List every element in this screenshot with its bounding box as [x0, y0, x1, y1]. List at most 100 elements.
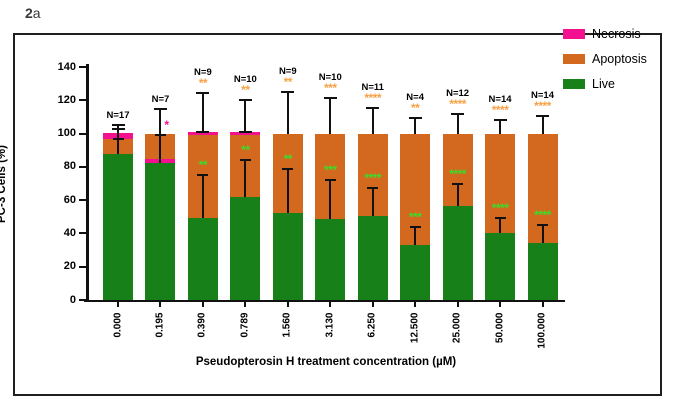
bar-segment-live	[272, 212, 303, 300]
y-tick-label: 80	[63, 160, 76, 173]
significance-stars-top: ****	[449, 96, 466, 111]
bar-segment-necrosis	[187, 132, 218, 135]
x-tick-label: 3.130	[324, 312, 336, 338]
bar-segment-live	[400, 245, 431, 300]
live-error-bar-cap	[494, 217, 506, 220]
x-tick-label: 50.000	[494, 312, 506, 344]
legend-item-live: Live	[563, 77, 647, 91]
figure-label-letter: a	[32, 5, 41, 21]
legend: Necrosis Apoptosis Live	[563, 27, 647, 102]
n-label: N=14	[488, 94, 512, 106]
live-error-bar-line	[414, 226, 417, 246]
bar-segment-live	[145, 162, 176, 300]
figure-label-number: 2	[25, 5, 33, 21]
y-tick-label: 60	[63, 193, 76, 206]
y-tick	[79, 99, 86, 102]
error-bar-cap	[493, 119, 507, 122]
n-label: N=14	[531, 90, 554, 102]
significance-stars-top: **	[241, 83, 250, 98]
significance-stars-live: ****	[534, 208, 551, 223]
significance-stars-top: ***	[323, 80, 337, 95]
y-tick	[79, 132, 86, 135]
x-tick-label: 0.390	[196, 312, 208, 338]
y-tick	[79, 265, 86, 268]
bar-segment-apoptosis	[485, 133, 516, 233]
y-axis-title: PC-3 Cells (%)	[0, 145, 8, 223]
n-label: N=11	[361, 81, 384, 93]
x-tick	[541, 300, 544, 307]
bar-segment-live	[442, 205, 473, 300]
live-error-bar-cap	[452, 182, 464, 185]
error-bar-cap	[238, 99, 252, 102]
live-error-bar-line	[286, 168, 289, 213]
bar-segment-live	[187, 218, 218, 300]
n-label: N=9	[194, 66, 212, 78]
bar-segment-necrosis	[230, 132, 261, 135]
n-label: N=9	[278, 65, 297, 77]
error-bar-cap	[238, 130, 252, 133]
error-bar-line	[329, 97, 332, 134]
y-tick-label: 120	[57, 93, 76, 106]
error-bar-line	[201, 92, 204, 133]
live-error-bar-cap	[112, 137, 124, 140]
live-error-bar-cap	[154, 134, 166, 137]
bar-segment-live	[230, 196, 261, 300]
live-swatch-icon	[563, 79, 585, 89]
error-bar-cap	[111, 124, 125, 127]
live-error-bar-cap	[537, 224, 548, 227]
error-bar-line	[244, 100, 247, 132]
x-tick	[499, 300, 502, 307]
x-tick	[286, 300, 289, 307]
apoptosis-swatch-icon	[563, 54, 585, 64]
n-label: N=17	[106, 110, 130, 122]
error-bar-cap	[196, 91, 210, 94]
x-tick	[371, 300, 374, 307]
significance-stars-top: ****	[364, 90, 382, 105]
x-tick-label: 6.250	[366, 312, 378, 338]
significance-stars-top: **	[198, 75, 208, 90]
y-tick-label: 140	[57, 60, 76, 73]
figure-label: 2a	[25, 5, 41, 21]
live-error-bar-cap	[324, 179, 336, 182]
live-error-bar-line	[244, 160, 247, 197]
live-error-bar-cap	[197, 174, 209, 177]
y-tick	[79, 232, 86, 235]
y-tick-label: 20	[63, 260, 76, 273]
error-bar-line	[499, 120, 502, 134]
error-bar-cap	[451, 112, 465, 115]
significance-stars-live: ***	[408, 209, 422, 224]
significance-stars-top: **	[410, 100, 420, 115]
legend-label-apoptosis: Apoptosis	[592, 52, 647, 66]
x-axis-line	[84, 299, 565, 302]
significance-stars-live: **	[241, 143, 250, 158]
legend-label-necrosis: Necrosis	[592, 27, 641, 41]
significance-star-side: *	[164, 117, 169, 132]
error-bar-cap	[111, 128, 125, 131]
x-tick	[117, 300, 119, 307]
live-error-bar-line	[201, 175, 204, 219]
live-error-bar-line	[117, 138, 119, 154]
x-tick	[414, 300, 417, 307]
significance-stars-top: ****	[491, 103, 509, 118]
error-bar-line	[414, 117, 417, 134]
error-bar-line	[159, 109, 162, 159]
n-label: N=7	[151, 94, 170, 106]
error-bar-cap	[408, 116, 422, 119]
error-bar-cap	[536, 115, 549, 118]
live-error-bar-cap	[282, 167, 294, 170]
n-label: N=10	[318, 71, 342, 83]
x-tick-label: 1.560	[281, 312, 293, 338]
significance-stars-live: ***	[323, 163, 337, 178]
significance-stars-live: **	[283, 151, 293, 166]
legend-label-live: Live	[592, 77, 615, 91]
live-error-bar-line	[456, 183, 459, 206]
bar-segment-live	[315, 219, 346, 300]
n-label: N=4	[406, 91, 424, 103]
significance-stars-top: **	[283, 74, 293, 89]
significance-stars-live: ****	[491, 201, 509, 216]
x-tick-label: 25.000	[451, 312, 463, 344]
live-error-bar-cap	[239, 159, 251, 162]
live-error-bar-line	[371, 187, 374, 216]
x-tick	[159, 300, 162, 307]
